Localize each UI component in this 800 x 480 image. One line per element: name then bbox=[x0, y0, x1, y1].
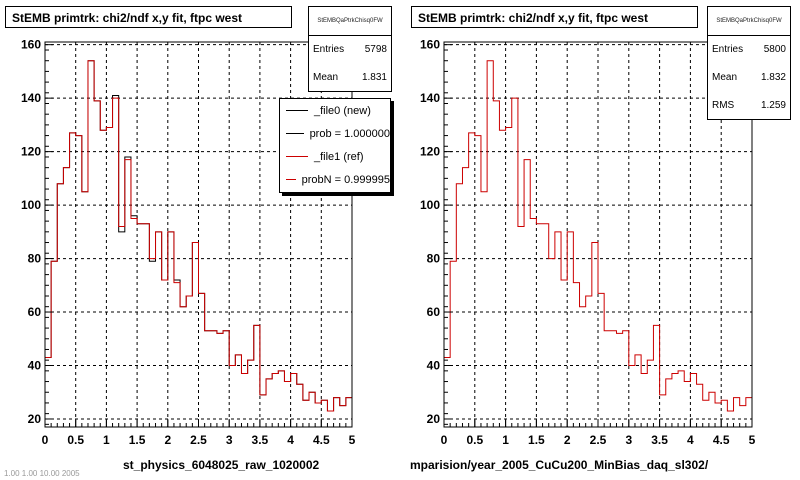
left-footer-label: st_physics_6048025_raw_1020002 bbox=[123, 458, 320, 472]
legend-entry: _file1 (ref) bbox=[280, 145, 390, 168]
left-histogram-series-1 bbox=[45, 60, 352, 412]
left-stats-box: StEMBQaPtrkChisq0FW Entries 5798 Mean 1.… bbox=[308, 6, 392, 92]
left-stats-label: Mean bbox=[313, 72, 339, 83]
left-x-tick-label: 5 bbox=[349, 433, 356, 447]
left-panel-title: StEMB primtrk: chi2/ndf x,y fit, ftpc we… bbox=[5, 6, 292, 28]
right-x-tick-label: 0 bbox=[441, 433, 448, 447]
right-x-tick-label: 4 bbox=[687, 433, 694, 447]
right-y-tick-label: 80 bbox=[427, 252, 441, 266]
left-x-tick-label: 4 bbox=[287, 433, 294, 447]
right-stats-label: Entries bbox=[712, 44, 744, 55]
left-y-tick-label: 120 bbox=[21, 145, 41, 159]
right-x-tick-label: 0.5 bbox=[466, 433, 483, 447]
right-x-tick-label: 1.5 bbox=[528, 433, 545, 447]
legend-swatch bbox=[286, 133, 304, 134]
left-x-tick-label: 1.5 bbox=[129, 433, 146, 447]
right-stats-value: 5800 bbox=[763, 44, 786, 55]
left-y-tick-label: 20 bbox=[28, 412, 42, 426]
right-stats-value: 1.259 bbox=[760, 100, 786, 111]
left-x-tick-label: 1 bbox=[103, 433, 110, 447]
right-y-tick-label: 60 bbox=[427, 305, 441, 319]
left-stats-value: 1.831 bbox=[361, 72, 387, 83]
right-y-tick-label: 20 bbox=[427, 412, 441, 426]
legend-entry: _file0 (new) bbox=[280, 99, 390, 122]
left-x-tick-label: 0 bbox=[42, 433, 49, 447]
left-y-tick-label: 60 bbox=[28, 305, 42, 319]
right-stats-value: 1.832 bbox=[760, 72, 786, 83]
right-x-tick-label: 3.5 bbox=[651, 433, 668, 447]
right-stats-box: StEMBQaPtrkChisq0FW Entries 5800 Mean 1.… bbox=[707, 6, 791, 120]
left-stats-row-entries: Entries 5798 bbox=[309, 36, 391, 64]
right-histogram-series-0 bbox=[444, 60, 752, 412]
right-x-tick-label: 1 bbox=[502, 433, 509, 447]
left-y-tick-label: 140 bbox=[21, 91, 41, 105]
left-x-tick-label: 4.5 bbox=[313, 433, 330, 447]
legend-label: _file1 (ref) bbox=[314, 150, 364, 163]
right-y-tick-label: 120 bbox=[420, 145, 440, 159]
legend-entry: prob = 1.000000 bbox=[280, 122, 390, 145]
left-stats-value: 5798 bbox=[364, 44, 387, 55]
legend-label: probN = 0.999995 bbox=[301, 173, 390, 186]
right-stats-row-mean: Mean 1.832 bbox=[708, 64, 790, 92]
right-x-tick-label: 5 bbox=[749, 433, 756, 447]
left-x-tick-label: 0.5 bbox=[67, 433, 84, 447]
right-stats-label: RMS bbox=[712, 100, 735, 111]
left-y-tick-label: 80 bbox=[28, 252, 42, 266]
left-stats-label: Entries bbox=[313, 44, 345, 55]
right-panel-title: StEMB primtrk: chi2/ndf x,y fit, ftpc we… bbox=[411, 6, 698, 28]
legend-swatch bbox=[286, 179, 296, 180]
legend-swatch bbox=[286, 156, 308, 157]
legend-entry: probN = 0.999995 bbox=[280, 168, 390, 191]
right-stats-row-rms: RMS 1.259 bbox=[708, 92, 790, 120]
right-stats-name: StEMBQaPtrkChisq0FW bbox=[708, 7, 790, 36]
left-x-tick-label: 3 bbox=[226, 433, 233, 447]
left-y-tick-label: 40 bbox=[28, 359, 42, 373]
left-stats-name: StEMBQaPtrkChisq0FW bbox=[309, 7, 391, 36]
left-x-tick-label: 2.5 bbox=[190, 433, 207, 447]
left-y-tick-label: 100 bbox=[21, 198, 41, 212]
right-y-tick-label: 160 bbox=[420, 38, 440, 52]
left-y-tick-label: 160 bbox=[21, 38, 41, 52]
right-x-tick-label: 4.5 bbox=[713, 433, 730, 447]
right-stats-label: Mean bbox=[712, 72, 738, 83]
right-footer-label: mparision/year_2005_CuCu200_MinBias_daq_… bbox=[410, 458, 709, 472]
right-x-tick-label: 2 bbox=[564, 433, 571, 447]
right-x-tick-label: 3 bbox=[625, 433, 632, 447]
right-y-tick-label: 140 bbox=[420, 91, 440, 105]
legend-label: prob = 1.000000 bbox=[309, 127, 390, 140]
left-stats-row-mean: Mean 1.831 bbox=[309, 64, 391, 92]
left-x-tick-label: 2 bbox=[164, 433, 171, 447]
right-y-tick-label: 100 bbox=[420, 198, 440, 212]
corner-text: 1.00 1.00 10.00 2005 bbox=[4, 469, 80, 478]
right-stats-row-entries: Entries 5800 bbox=[708, 36, 790, 64]
right-y-tick-label: 40 bbox=[427, 359, 441, 373]
left-legend: _file0 (new) prob = 1.000000 _file1 (ref… bbox=[279, 98, 391, 193]
left-x-tick-label: 3.5 bbox=[252, 433, 269, 447]
legend-swatch bbox=[286, 110, 308, 111]
legend-label: _file0 (new) bbox=[314, 104, 371, 117]
right-x-tick-label: 2.5 bbox=[590, 433, 607, 447]
